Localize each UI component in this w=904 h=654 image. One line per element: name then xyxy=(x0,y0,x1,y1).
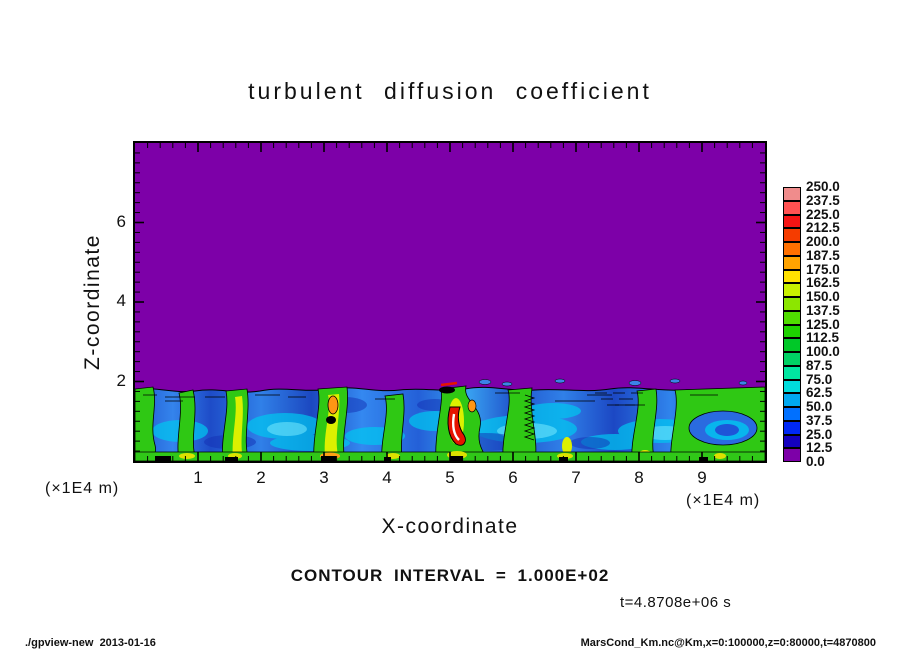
contour-lines xyxy=(143,392,718,441)
colorbar-label-50.0: 50.0 xyxy=(806,399,833,414)
colorbar-labels: 250.0 237.5 225.0 212.5 200.0 187.5 175.0 162.5… xyxy=(806,180,856,469)
colorbar xyxy=(783,187,801,462)
x-tick-label-2: 2 xyxy=(256,468,266,487)
max-hook-feature xyxy=(439,381,466,446)
y-tick-label-6: 6 xyxy=(116,211,126,231)
colorbar-label-0.0: 0.0 xyxy=(806,454,825,469)
colorbar-swatch-3 xyxy=(783,228,801,242)
x-tick-label-9: 9 xyxy=(697,468,707,487)
colorbar-swatch-5 xyxy=(783,255,801,270)
x-tick-label-8: 8 xyxy=(634,468,644,487)
y-tick-label-4: 4 xyxy=(116,291,126,310)
colorbar-label-125.0: 125.0 xyxy=(806,316,840,332)
colorbar-swatch-1 xyxy=(783,200,801,215)
colorbar-swatch-9 xyxy=(783,310,801,325)
colorbar-swatch-8 xyxy=(783,297,801,311)
colorbar-label-175.0: 175.0 xyxy=(806,261,840,277)
colorbar-swatch-17 xyxy=(783,420,801,435)
axis-tick-marks xyxy=(135,143,765,461)
contour-plot-field xyxy=(135,143,765,461)
colorbar-swatch-13 xyxy=(783,365,801,380)
x-tick-label-4: 4 xyxy=(382,468,392,487)
colorbar-label-150.0: 150.0 xyxy=(806,289,840,304)
y-axis-label: Z-coordinate xyxy=(81,234,104,370)
colorbar-label-225.0: 225.0 xyxy=(806,206,840,222)
colorbar-label-25.0: 25.0 xyxy=(806,426,833,442)
x-tick-label-3: 3 xyxy=(319,468,329,487)
colorbar-swatch-10 xyxy=(783,324,801,339)
colorbar-label-37.5: 37.5 xyxy=(806,412,833,428)
colorbar-label-87.5: 87.5 xyxy=(806,357,833,373)
colorbar-label-62.5: 62.5 xyxy=(806,385,833,401)
colorbar-label-162.5: 162.5 xyxy=(806,275,840,291)
colorbar-label-112.5: 112.5 xyxy=(806,330,840,346)
colorbar-swatch-6 xyxy=(783,269,801,284)
colorbar-label-237.5: 237.5 xyxy=(806,192,840,208)
colorbar-label-100.0: 100.0 xyxy=(806,344,840,359)
footer-command-text: ./gpview-new 2013-01-16 xyxy=(25,637,156,649)
colorbar-swatch-4 xyxy=(783,242,801,256)
x-tick-label-5: 5 xyxy=(445,468,455,487)
colorbar-label-212.5: 212.5 xyxy=(806,220,840,236)
colorbar-label-200.0: 200.0 xyxy=(806,234,840,249)
y-tick-label-2: 2 xyxy=(116,370,126,390)
colorbar-swatch-19 xyxy=(783,448,801,462)
chart-title: turbulent diffusion coefficient xyxy=(248,78,652,104)
contour-interval-text: CONTOUR INTERVAL = 1.000E+02 xyxy=(290,566,610,585)
x-tick-label-1: 1 xyxy=(193,468,203,487)
colorbar-swatch-15 xyxy=(783,393,801,407)
x-axis-label: X-coordinate xyxy=(381,515,519,538)
colorbar-swatch-11 xyxy=(783,338,801,352)
colorbar-label-250.0: 250.0 xyxy=(806,179,840,194)
time-text: t=4.8708e+06 s xyxy=(620,594,732,611)
colorbar-label-12.5: 12.5 xyxy=(806,440,833,456)
colorbar-swatch-0 xyxy=(783,187,801,201)
footer-file-text: MarsCond_Km.nc@Km,x=0:100000,z=0:80000,t… xyxy=(580,637,876,649)
x-tick-label-7: 7 xyxy=(571,468,581,487)
colorbar-swatch-18 xyxy=(783,434,801,449)
x-unit-label-left: (×1E4 m) xyxy=(45,480,120,497)
detached-specks xyxy=(478,378,748,387)
colorbar-swatch-12 xyxy=(783,352,801,366)
colorbar-label-137.5: 137.5 xyxy=(806,302,840,318)
colorbar-label-75.0: 75.0 xyxy=(806,371,833,387)
colorbar-label-187.5: 187.5 xyxy=(806,247,840,263)
colorbar-swatch-2 xyxy=(783,214,801,229)
colorbar-swatch-16 xyxy=(783,407,801,421)
colorbar-swatch-7 xyxy=(783,283,801,297)
x-unit-label-right: (×1E4 m) xyxy=(686,492,761,509)
turbulent-layer-art xyxy=(135,378,765,461)
plot-frame xyxy=(133,141,767,463)
x-tick-label-6: 6 xyxy=(508,468,518,487)
colorbar-swatch-14 xyxy=(783,379,801,394)
